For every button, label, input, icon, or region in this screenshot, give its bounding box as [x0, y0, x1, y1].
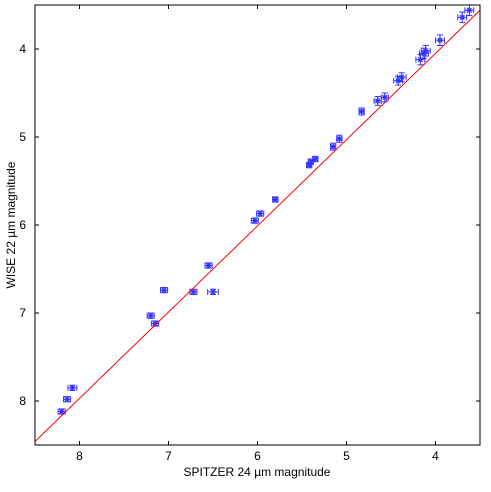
- data-point: [457, 11, 468, 24]
- star-marker: [417, 56, 424, 63]
- y-tick-label: 4: [19, 42, 26, 56]
- star-marker: [64, 396, 71, 403]
- data-point: [358, 107, 365, 116]
- data-point: [415, 53, 426, 66]
- x-tick-label: 8: [76, 449, 83, 463]
- star-marker: [58, 408, 65, 415]
- data-point: [396, 72, 407, 83]
- data-point: [336, 134, 343, 143]
- star-marker: [147, 312, 154, 319]
- star-marker: [312, 156, 319, 162]
- star-marker: [205, 262, 212, 269]
- star-marker: [307, 158, 314, 165]
- star-marker: [420, 50, 427, 57]
- star-marker: [398, 74, 405, 81]
- x-tick-label: 5: [343, 449, 350, 463]
- star-marker: [257, 210, 264, 217]
- y-tick-label: 7: [19, 306, 26, 320]
- x-tick-label: 6: [254, 449, 261, 463]
- data-point: [207, 288, 219, 296]
- y-tick-label: 8: [19, 394, 26, 408]
- data-point: [204, 262, 213, 269]
- data-point: [146, 312, 155, 319]
- data-point: [250, 217, 259, 224]
- fit-line: [34, 9, 481, 442]
- data-point: [159, 286, 169, 294]
- star-marker: [190, 288, 197, 295]
- star-marker: [358, 108, 365, 115]
- star-marker: [436, 37, 443, 44]
- data-point: [256, 210, 265, 217]
- y-tick-label: 6: [19, 218, 26, 232]
- data-point: [272, 196, 279, 203]
- data-point: [312, 155, 319, 163]
- x-axis-title: SPITZER 24 µm magnitude: [184, 465, 331, 479]
- data-point: [329, 142, 337, 151]
- star-marker: [374, 97, 381, 104]
- x-axis: 8 7 6 5 4: [76, 5, 439, 463]
- star-marker: [330, 143, 337, 150]
- star-marker: [459, 14, 466, 21]
- y-axis: 4 5 6 7 8: [19, 42, 480, 408]
- data-point: [57, 408, 66, 415]
- star-marker: [395, 77, 402, 84]
- data-point: [62, 396, 72, 403]
- data-point: [420, 44, 431, 57]
- star-marker: [336, 135, 343, 142]
- data-point: [67, 384, 78, 391]
- star-marker: [272, 196, 279, 203]
- star-marker: [306, 162, 313, 169]
- star-marker: [251, 217, 258, 224]
- star-marker: [69, 384, 76, 391]
- plot-area: [35, 5, 480, 445]
- star-marker: [210, 288, 216, 295]
- data-point: [373, 96, 382, 106]
- y-axis-title: WISE 22 µm magnitude: [4, 161, 18, 288]
- star-marker: [381, 94, 388, 101]
- star-marker: [466, 7, 473, 14]
- star-marker: [161, 287, 168, 294]
- star-marker: [422, 47, 429, 54]
- star-marker: [152, 320, 159, 327]
- x-tick-label: 4: [432, 449, 439, 463]
- y-tick-label: 5: [19, 130, 26, 144]
- data-point: [189, 288, 198, 296]
- x-tick-label: 7: [165, 449, 172, 463]
- data-point: [435, 34, 445, 46]
- series-layer: [57, 4, 475, 415]
